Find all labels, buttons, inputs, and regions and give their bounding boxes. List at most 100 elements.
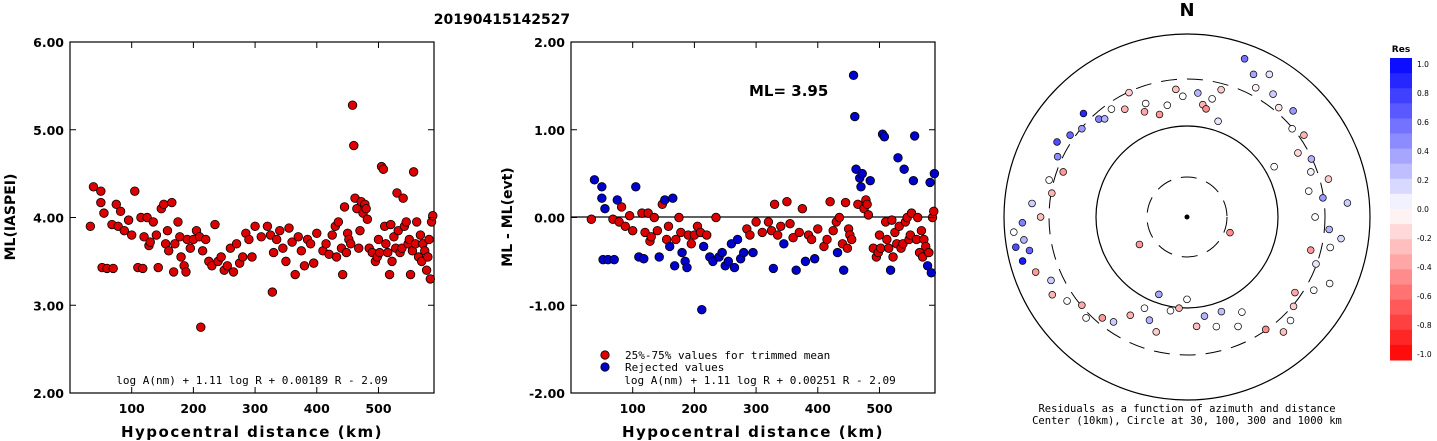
data-point [660,195,670,205]
data-point [899,164,909,174]
data-point [299,261,310,271]
data-point [751,217,761,227]
colorbar-tick-label: 0.8 [1417,89,1429,98]
residual-point [1200,312,1209,320]
residual-point [1212,322,1221,331]
data-point [863,210,874,220]
x-tick-label: 300 [242,401,268,416]
data-point [788,232,798,243]
residual-point [1098,314,1107,322]
data-point [665,241,675,252]
residual-point [1155,110,1164,119]
data-point [856,182,866,192]
x-tick-label: 400 [805,401,831,416]
data-point [668,193,678,203]
data-point [797,204,808,214]
data-point [123,215,134,225]
colorbar-tick-label: 0.0 [1417,205,1429,214]
colorbar-boxes [1390,58,1412,361]
residual-point [1063,297,1071,305]
residual-point [1326,243,1334,252]
y-tick-label: -2.00 [529,386,565,401]
residual-point [1020,236,1028,244]
y-tick-label: 4.00 [33,211,64,226]
data-point [119,225,129,236]
residual-point [1082,314,1090,322]
data-point [412,217,422,227]
data-point [671,234,681,245]
colorbar-swatch [1390,299,1412,316]
data-point [887,215,897,225]
colorbar-swatch [1390,148,1412,165]
colorbar-title: Res [1392,45,1410,55]
data-point [148,217,158,227]
data-point [616,202,627,212]
colorbar-swatch [1390,193,1412,210]
residual-point [1270,162,1278,171]
residual-point [1121,105,1129,113]
data-point [782,197,792,207]
residual-point [1025,246,1034,255]
residual-point [1053,152,1062,161]
data-point [847,234,857,245]
data-point [624,211,635,221]
data-point [925,177,935,188]
residual-point [1238,308,1246,316]
data-point [387,256,397,267]
data-point [346,239,356,249]
legend-red-marker [600,350,610,360]
figure-title: 20190415142527 [434,12,570,28]
data-point [392,188,402,198]
center-point [1184,214,1190,220]
colorbar-tick-label: 0.2 [1417,176,1429,185]
data-point [151,230,162,240]
data-point [682,262,692,273]
data-point [139,232,149,242]
colorbar-swatch [1390,103,1412,119]
data-point [284,223,294,233]
residual-point [1319,194,1327,202]
x-tick-label: 200 [681,401,707,416]
panel1-frame [69,41,435,394]
data-point [909,131,920,141]
data-point [96,186,106,196]
colorbar-swatch [1390,88,1412,104]
data-point [267,287,278,297]
data-point [312,228,322,238]
residual-point [1036,213,1045,221]
data-point [256,232,266,242]
colorbar-labels: 1.0 0.8 0.6 0.4 0.2 0.0 -0.2 -0.4 -0.6 -0.8 -1.0 [1417,60,1432,359]
data-point [321,239,331,249]
x-tick-label: 300 [743,401,769,416]
data-point [840,197,851,208]
residual-point [1140,304,1149,312]
residual-point [1265,70,1274,79]
colorbar-tick-label: -0.4 [1417,263,1432,272]
residual-point [1045,176,1053,184]
data-point [785,218,795,229]
data-point [649,212,659,223]
data-point [768,263,779,274]
residual-point [1202,105,1210,113]
data-point [723,256,734,267]
residual-point [1078,301,1086,309]
colorbar-swatch [1390,239,1412,255]
data-point [825,197,835,207]
data-point [354,243,364,253]
data-point [145,237,155,247]
data-point [425,274,435,284]
data-point [196,322,206,332]
legend-red-label: 25%-75% values for trimmed mean [625,349,830,362]
data-point [842,243,853,253]
data-point [857,168,867,179]
residual-point [1279,328,1288,336]
data-point [702,230,712,240]
data-point [832,247,843,258]
residual-point [1325,279,1334,288]
data-point [159,199,169,210]
residual-point [1286,316,1295,325]
data-point [424,234,434,245]
data-point [250,221,260,231]
residual-point [1172,85,1180,94]
y-tick-label: 1.00 [534,123,565,138]
